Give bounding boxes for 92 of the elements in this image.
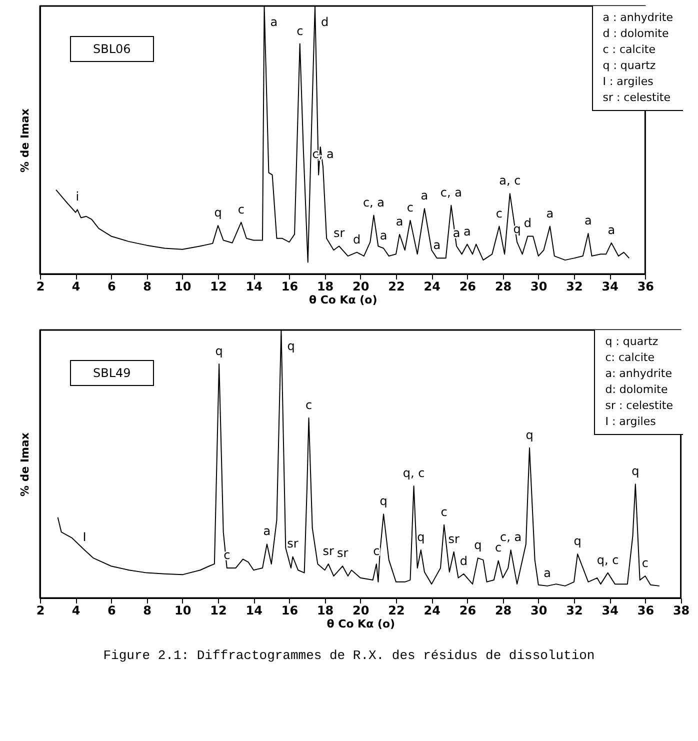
annotation: c, a [500,530,522,544]
annotation: I [82,530,86,544]
annotation: i [76,190,80,204]
annotation: a [270,15,278,30]
x-tick-label: 18 [316,604,334,618]
x-tick-label: 8 [143,604,152,618]
x-tick-label: 14 [246,279,262,294]
annotation: c [238,202,244,216]
x-tick-label: 30 [530,279,548,294]
annotation: sr [322,544,334,558]
annotation: a [433,238,441,252]
annotation: c [496,206,503,220]
annotation: a [608,222,616,237]
annotation: q [417,530,425,544]
x-tick-label: 16 [281,604,298,618]
annotation: c [373,544,380,558]
annotation: sr [448,532,460,546]
x-tick-label: 34 [602,604,618,618]
y-axis-title: % de Imax [18,432,32,496]
x-tick-label: 26 [459,604,476,618]
label-frame: SBL06 [70,36,154,62]
x-tick-label: 24 [424,604,440,618]
key-frame: a : anhydrite d : dolomite c : calcite q : quartz I : argiles sr : celestite [592,6,683,111]
x-tick-label: 32 [566,279,583,294]
x-tick-label: 36 [637,604,654,618]
x-tick-label: 28 [494,279,512,294]
x-tick-label: 14 [246,604,262,618]
annotation: a [420,188,428,203]
annotation: q [214,205,222,220]
x-axis-title: θ Co Kα (o) [326,618,396,630]
x-tick-label: 12 [210,604,227,618]
annotation: c, a [440,185,462,200]
annotation: d [321,15,329,30]
x-tick-label: 16 [281,279,298,294]
annotation: q [287,339,295,353]
annotation: a, c [499,174,521,188]
annotation: q [380,494,388,508]
x-tick-label: 18 [316,279,334,294]
x-tick-label: 22 [388,279,405,294]
annotation: a [546,206,554,220]
x-tick-label: 36 [637,279,654,294]
x-axis-title: θ Co Kα (o) [308,293,378,306]
x-tick-label: 20 [352,279,370,294]
x-tick-label: 28 [494,604,512,618]
x-tick-label: 34 [602,279,618,294]
annotation: c [495,540,502,555]
x-tick-label: 24 [424,279,440,294]
annotation: c [305,398,312,412]
x-tick-label: 32 [566,604,583,618]
x-tick-label: 4 [72,604,80,618]
annotation: c, a [362,195,385,210]
annotation: sr [333,226,345,240]
x-tick-label: 12 [210,279,227,294]
annotation: q [474,538,482,552]
x-tick-label: 4 [72,279,80,294]
x-tick-label: 2 [36,604,45,618]
key-frame: q : quartz c: calcite a: anhydrite d: dolomite sr : celestite I : argiles [594,330,683,435]
annotation: d [353,232,361,246]
x-tick-label: 10 [174,279,192,294]
annotation: q [526,428,534,442]
x-tick-label: 30 [530,604,548,618]
x-tick-label: 6 [108,279,116,294]
x-tick-label: 2 [36,279,45,294]
annotation: c [296,24,304,38]
annotation: q [215,344,223,358]
annotation: c [440,504,448,519]
annotation: a [263,524,271,538]
annotation: q [632,464,640,478]
x-tick-label: 10 [174,604,192,618]
y-axis-title: % de Imax [18,108,32,172]
annotation: d [524,216,532,230]
annotation: q [574,534,582,548]
annotation: a [396,214,404,228]
x-tick-label: 6 [108,604,116,618]
annotation: a [464,224,471,238]
annotation: c [642,556,648,570]
caption: Figure 2.1: Diffractogrammes de R.X. des résidus de dissolution [102,648,596,663]
x-tick-label: 22 [388,604,405,618]
annotation: sr [287,536,298,551]
x-tick-label: 20 [352,604,370,618]
annotation: q, c [596,552,619,567]
annotation: d [460,554,468,568]
x-tick-label: 8 [143,279,152,294]
annotation: a [544,566,551,580]
annotation: a [380,228,388,242]
label-frame: SBL49 [70,360,154,386]
x-tick-label: 38 [672,604,690,618]
annotation: a [584,214,592,228]
x-tick-label: 26 [459,279,476,294]
annotation: sr [337,546,348,560]
annotation: c [406,200,414,214]
annotation: q, c [402,466,425,480]
